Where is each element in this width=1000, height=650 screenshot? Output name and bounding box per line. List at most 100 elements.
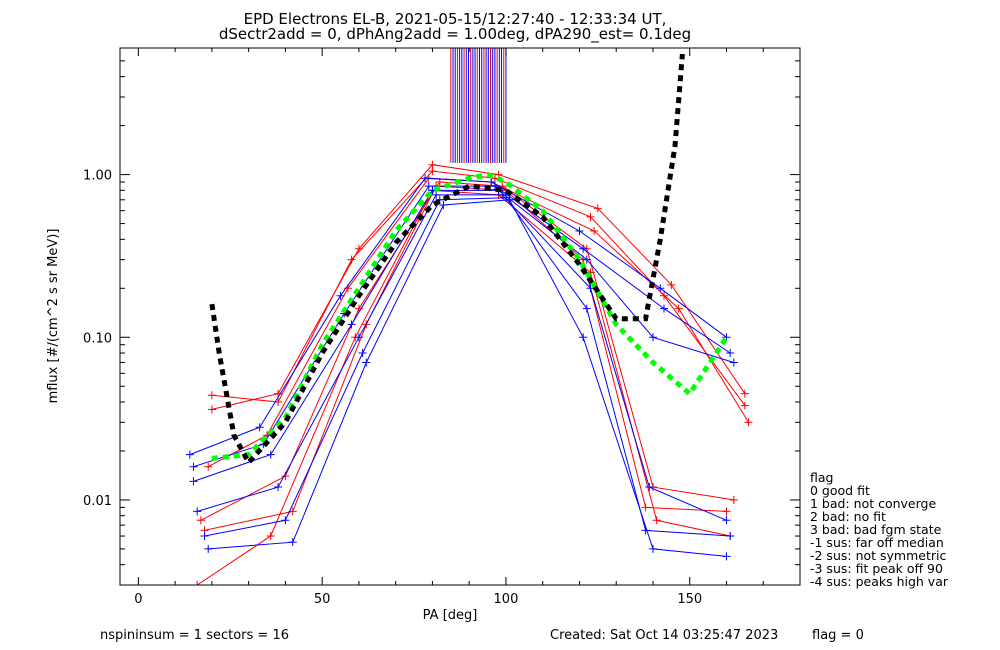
footer-created: Created: Sat Oct 14 03:25:47 2023 <box>550 628 778 643</box>
data-point <box>648 544 657 553</box>
chart-title: EPD Electrons EL-B, 2021-05-15/12:27:40 … <box>244 10 667 28</box>
data-point <box>189 477 198 486</box>
x-tick-label: 0 <box>134 592 142 607</box>
data-point <box>204 462 213 471</box>
data-point <box>281 516 290 525</box>
data-point <box>274 483 283 492</box>
data-point <box>729 495 738 504</box>
data-point <box>579 244 588 253</box>
data-point <box>189 462 198 471</box>
green-fit-curve <box>211 172 729 461</box>
data-point <box>744 418 753 427</box>
data-point <box>347 320 356 329</box>
flag-legend-item: -4 sus: peaks high var <box>810 574 949 589</box>
y-axis-ticks: 0.01 0.10 1.00 <box>83 47 800 586</box>
data-point <box>204 544 213 553</box>
data-point <box>656 284 665 293</box>
data-point <box>722 516 731 525</box>
flag-legend: flag 0 good fit 1 bad: not converge 2 ba… <box>810 470 949 589</box>
data-point <box>579 333 588 342</box>
data-point <box>498 182 507 191</box>
data-point <box>196 516 205 525</box>
black-fit-curve <box>209 53 685 467</box>
x-tick-label: 150 <box>677 592 702 607</box>
series-line <box>211 164 746 410</box>
spikes-layer <box>450 48 507 163</box>
flag-legend-item: -2 sus: not symmetric <box>810 548 946 563</box>
series-line <box>207 177 749 468</box>
y-tick-label: 0.10 <box>83 331 112 346</box>
data-point <box>354 333 363 342</box>
data-point <box>288 507 297 516</box>
data-point <box>336 291 345 300</box>
data-point <box>487 178 496 187</box>
data-point <box>729 358 738 367</box>
data-point <box>740 401 749 410</box>
data-point <box>358 349 367 358</box>
data-point <box>590 227 599 236</box>
data-point <box>648 333 657 342</box>
data-point <box>641 503 650 512</box>
data-point <box>266 532 275 541</box>
data-point <box>593 204 602 213</box>
data-point <box>490 182 499 191</box>
series-line <box>197 194 727 521</box>
data-point <box>362 358 371 367</box>
data-point <box>652 516 661 525</box>
data-point <box>582 255 591 264</box>
data-point <box>722 552 731 561</box>
series-line <box>196 189 731 585</box>
x-tick-label: 100 <box>494 592 519 607</box>
flag-legend-item: 3 bad: bad fgm state <box>810 522 942 537</box>
flag-legend-title: flag <box>810 470 833 485</box>
flag-legend-item: 2 bad: no fit <box>810 509 886 524</box>
data-point <box>266 450 275 459</box>
data-point <box>740 389 749 398</box>
data-point <box>185 450 194 459</box>
data-point <box>439 201 448 210</box>
data-point <box>207 391 216 400</box>
flag-legend-item: -1 sus: far off median <box>810 535 944 550</box>
flux-lines-layer <box>185 160 753 585</box>
fits-layer <box>209 53 729 467</box>
series-line <box>208 199 727 557</box>
x-axis-ticks: 0 50 100 150 <box>134 48 764 607</box>
data-point <box>722 507 731 516</box>
data-point <box>193 581 202 585</box>
data-point <box>255 423 264 432</box>
data-point <box>288 538 297 547</box>
data-point <box>193 507 202 516</box>
series-line <box>204 197 731 537</box>
data-point <box>200 532 209 541</box>
data-point <box>428 167 437 176</box>
series-line <box>200 181 734 521</box>
data-point <box>660 304 668 313</box>
data-point <box>207 405 216 414</box>
y-tick-label: 0.01 <box>83 494 112 509</box>
data-point <box>645 483 654 492</box>
series-line <box>193 185 731 468</box>
data-point <box>674 304 683 313</box>
data-point <box>432 190 441 199</box>
chart-subtitle: dSectr2add = 0, dPhAng2add = 1.00deg, dP… <box>219 25 691 44</box>
plot-frame <box>119 47 801 586</box>
flag-legend-item: 1 bad: not converge <box>810 496 936 511</box>
data-point <box>347 255 356 264</box>
flag-legend-item: 0 good fit <box>810 483 870 498</box>
data-point <box>575 227 584 236</box>
data-point <box>421 174 430 183</box>
data-point <box>726 349 735 358</box>
y-tick-label: 1.00 <box>83 169 112 184</box>
footer-flag: flag = 0 <box>812 628 864 643</box>
data-point <box>726 532 735 541</box>
x-tick-label: 50 <box>314 592 331 607</box>
data-point <box>667 280 676 289</box>
flag-legend-item: -3 sus: fit peak off 90 <box>810 561 943 576</box>
series-line <box>204 185 727 531</box>
footer-left: nspininsum = 1 sectors = 16 <box>100 628 289 643</box>
data-point <box>424 182 433 191</box>
x-axis-label: PA [deg] <box>423 608 478 623</box>
data-point <box>582 304 591 313</box>
